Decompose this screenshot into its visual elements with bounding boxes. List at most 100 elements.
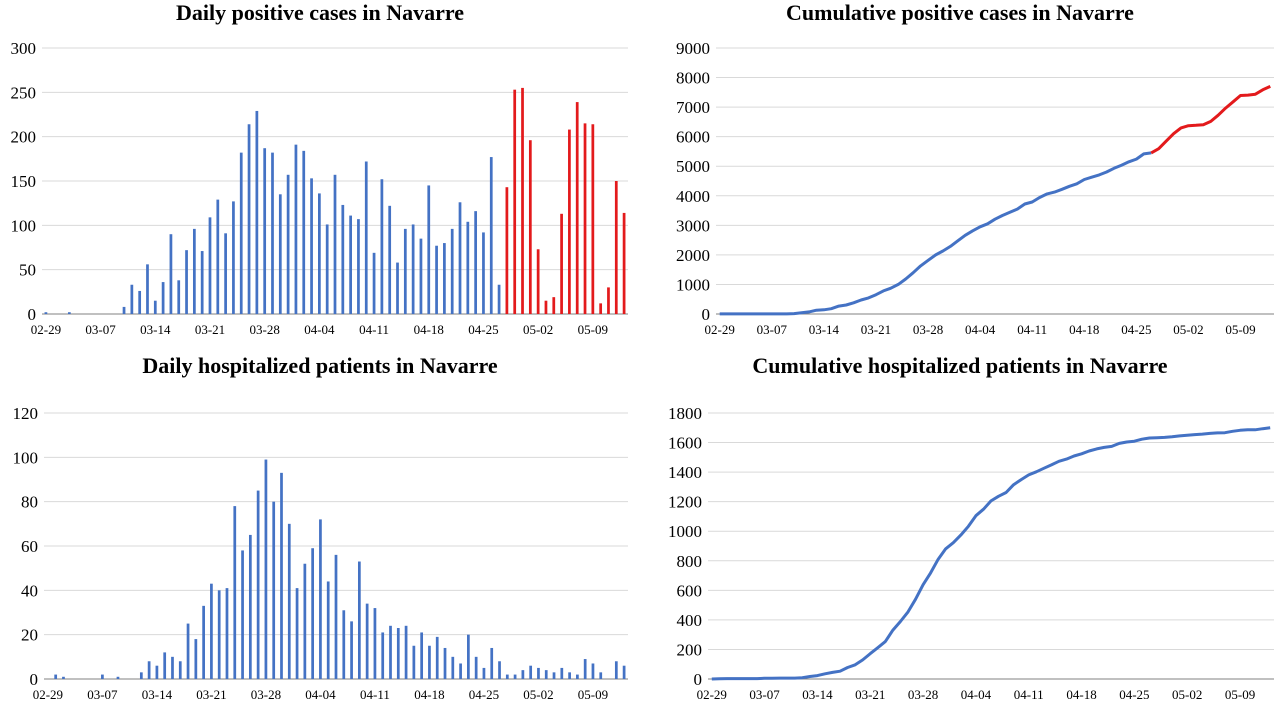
bar bbox=[528, 140, 532, 314]
bar bbox=[186, 623, 190, 679]
bar bbox=[364, 161, 368, 314]
y-tick-label: 1400 bbox=[668, 463, 702, 482]
bar bbox=[200, 251, 204, 314]
bar bbox=[403, 228, 407, 314]
bar bbox=[185, 250, 188, 314]
y-tick-label: 3000 bbox=[676, 216, 710, 235]
bar bbox=[435, 245, 438, 314]
bar bbox=[599, 303, 603, 314]
x-tick-label: 02-29 bbox=[697, 687, 727, 702]
bar bbox=[334, 554, 338, 679]
bar bbox=[341, 204, 345, 314]
bar bbox=[372, 252, 376, 314]
y-tick-label: 600 bbox=[677, 581, 703, 600]
bar bbox=[255, 110, 259, 314]
bar bbox=[365, 603, 369, 679]
bar bbox=[498, 661, 501, 679]
bar bbox=[482, 232, 485, 314]
y-tick-label: 80 bbox=[21, 493, 38, 512]
x-tick-label: 05-09 bbox=[578, 322, 608, 337]
bar bbox=[575, 102, 579, 314]
bar bbox=[44, 312, 48, 314]
bar bbox=[513, 89, 517, 314]
series-line bbox=[719, 151, 1152, 316]
x-tick-label: 02-29 bbox=[33, 687, 63, 702]
bar bbox=[529, 665, 533, 679]
x-tick-label: 03-07 bbox=[757, 322, 788, 337]
bar bbox=[295, 588, 299, 679]
y-tick-label: 300 bbox=[11, 39, 37, 58]
x-tick-label: 03-28 bbox=[913, 322, 943, 337]
bar bbox=[210, 583, 213, 679]
bar bbox=[396, 628, 400, 679]
bar bbox=[622, 212, 626, 314]
bar bbox=[419, 238, 423, 314]
y-tick-label: 0 bbox=[702, 305, 711, 324]
bar bbox=[591, 124, 595, 315]
x-tick-label: 04-11 bbox=[1017, 322, 1047, 337]
bar bbox=[614, 181, 618, 314]
bar bbox=[474, 656, 478, 679]
bar bbox=[333, 174, 337, 314]
bar bbox=[443, 243, 446, 314]
bar bbox=[161, 282, 165, 314]
chart-svg: 0 1000 2000 3000 4000 5000 6000 7000 8000 9000 02-… bbox=[676, 39, 1274, 337]
x-tick-label: 03-28 bbox=[250, 322, 280, 337]
bar bbox=[544, 300, 548, 314]
x-tick-label: 05-09 bbox=[1225, 322, 1255, 337]
x-tick-label: 04-11 bbox=[360, 687, 390, 702]
y-tick-label: 400 bbox=[677, 611, 703, 630]
x-tick-label: 05-02 bbox=[523, 687, 553, 702]
x-tick-label: 04-18 bbox=[1066, 687, 1096, 702]
bar bbox=[54, 674, 58, 679]
y-tick-label: 800 bbox=[677, 552, 703, 571]
bar bbox=[450, 228, 454, 314]
y-tick-label: 100 bbox=[13, 448, 39, 467]
bar bbox=[264, 459, 268, 679]
bar bbox=[192, 228, 196, 314]
bar bbox=[326, 581, 330, 679]
bar bbox=[247, 124, 251, 315]
x-tick-label: 04-18 bbox=[414, 687, 444, 702]
bar bbox=[178, 661, 182, 679]
bar bbox=[560, 667, 564, 679]
x-tick-label: 03-28 bbox=[251, 687, 281, 702]
bar bbox=[560, 213, 563, 314]
series-line-highlight bbox=[1150, 85, 1271, 155]
bar bbox=[101, 674, 104, 679]
y-tick-label: 150 bbox=[11, 172, 37, 191]
bar bbox=[294, 144, 298, 314]
chart-svg: 0 200 400 600 800 1000 1200 1400 1600 1800 02-29 03… bbox=[668, 404, 1274, 702]
bar bbox=[217, 590, 221, 679]
bar bbox=[216, 199, 220, 314]
x-tick-label: 02-29 bbox=[31, 322, 61, 337]
bar bbox=[350, 621, 353, 679]
bar bbox=[271, 152, 274, 314]
bar bbox=[420, 632, 424, 679]
bar bbox=[357, 561, 361, 679]
x-tick-label: 04-04 bbox=[304, 322, 335, 337]
y-tick-label: 60 bbox=[21, 537, 38, 556]
bar bbox=[130, 284, 134, 314]
bar bbox=[357, 219, 360, 314]
y-tick-label: 0 bbox=[28, 305, 37, 324]
bar bbox=[389, 625, 392, 679]
bar bbox=[435, 636, 439, 679]
x-tick-label: 05-09 bbox=[578, 687, 608, 702]
y-tick-label: 1800 bbox=[668, 404, 702, 423]
bar bbox=[521, 670, 525, 679]
bar bbox=[396, 262, 399, 314]
x-tick-label: 04-25 bbox=[468, 322, 498, 337]
bar bbox=[248, 534, 252, 679]
bar bbox=[263, 148, 267, 314]
x-tick-label: 03-21 bbox=[195, 322, 225, 337]
bar bbox=[583, 123, 587, 314]
bar bbox=[202, 605, 205, 679]
x-tick-label: 02-29 bbox=[705, 322, 735, 337]
bar bbox=[388, 205, 392, 314]
bar bbox=[208, 217, 212, 314]
y-tick-label: 4000 bbox=[676, 187, 710, 206]
bar bbox=[233, 506, 237, 679]
y-tick-label: 50 bbox=[19, 261, 36, 280]
bar bbox=[147, 661, 151, 679]
